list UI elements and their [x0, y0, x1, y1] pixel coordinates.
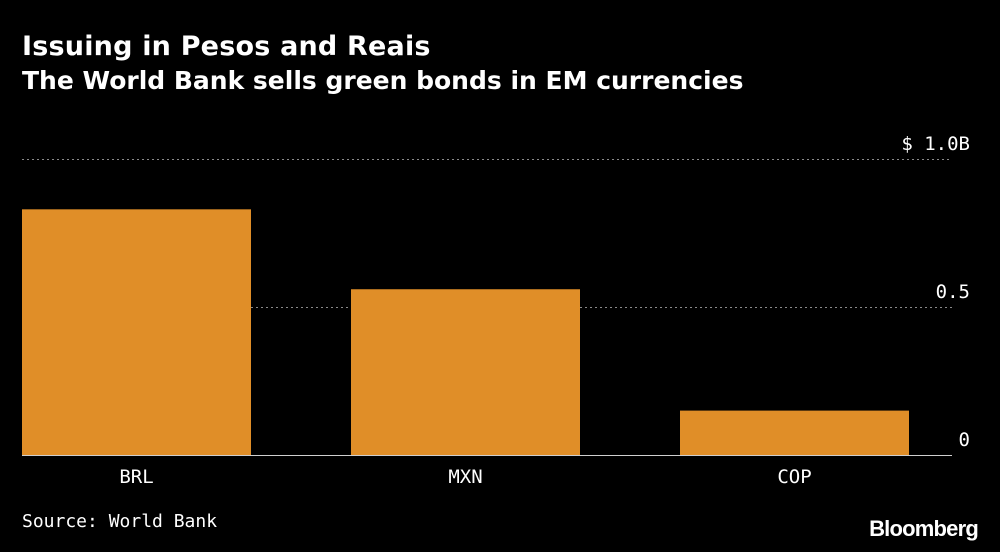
x-tick-label-mxn: MXN — [448, 466, 482, 488]
bar-cop — [680, 410, 909, 455]
bar-brl — [22, 209, 251, 455]
chart-title: Issuing in Pesos and Reais — [22, 31, 431, 62]
source-note: Source: World Bank — [22, 511, 218, 532]
chart-subtitle: The World Bank sells green bonds in EM c… — [22, 66, 744, 95]
bar-mxn — [351, 289, 580, 455]
y-tick-label-0_5: 0.5 — [936, 281, 970, 303]
x-tick-label-cop: COP — [777, 466, 811, 488]
bloomberg-logo: Bloomberg — [869, 516, 979, 541]
x-tick-label-brl: BRL — [119, 466, 153, 488]
y-tick-label-0: 0 — [959, 429, 970, 451]
y-tick-label-1: $ 1.0B — [901, 133, 970, 155]
